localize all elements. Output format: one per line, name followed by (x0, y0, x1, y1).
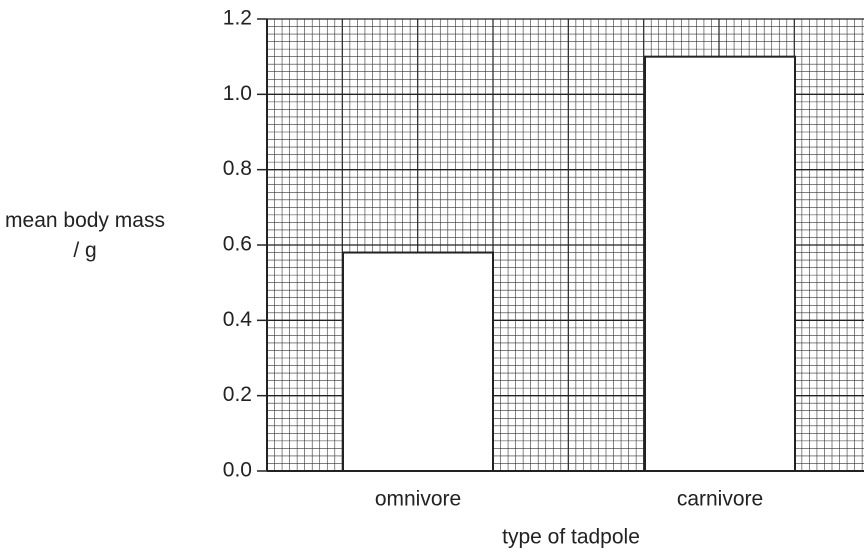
x-axis-label: type of tadpole (502, 526, 640, 549)
y-tick-label: 1.0 (223, 82, 252, 105)
x-tick-label: carnivore (677, 488, 763, 511)
bar (644, 55, 796, 473)
y-tick-label: 0.4 (223, 308, 253, 331)
y-tick-label: 0.8 (223, 157, 252, 180)
y-tick-label: 0.2 (223, 383, 252, 406)
bar (342, 251, 494, 472)
y-tick-label: 0.6 (223, 233, 252, 256)
y-tick-label: 0.0 (223, 459, 252, 482)
y-axis-label: mean body mass / g (5, 209, 165, 262)
x-tick-label: omnivore (375, 488, 461, 511)
y-tick-label: 1.2 (223, 7, 252, 30)
